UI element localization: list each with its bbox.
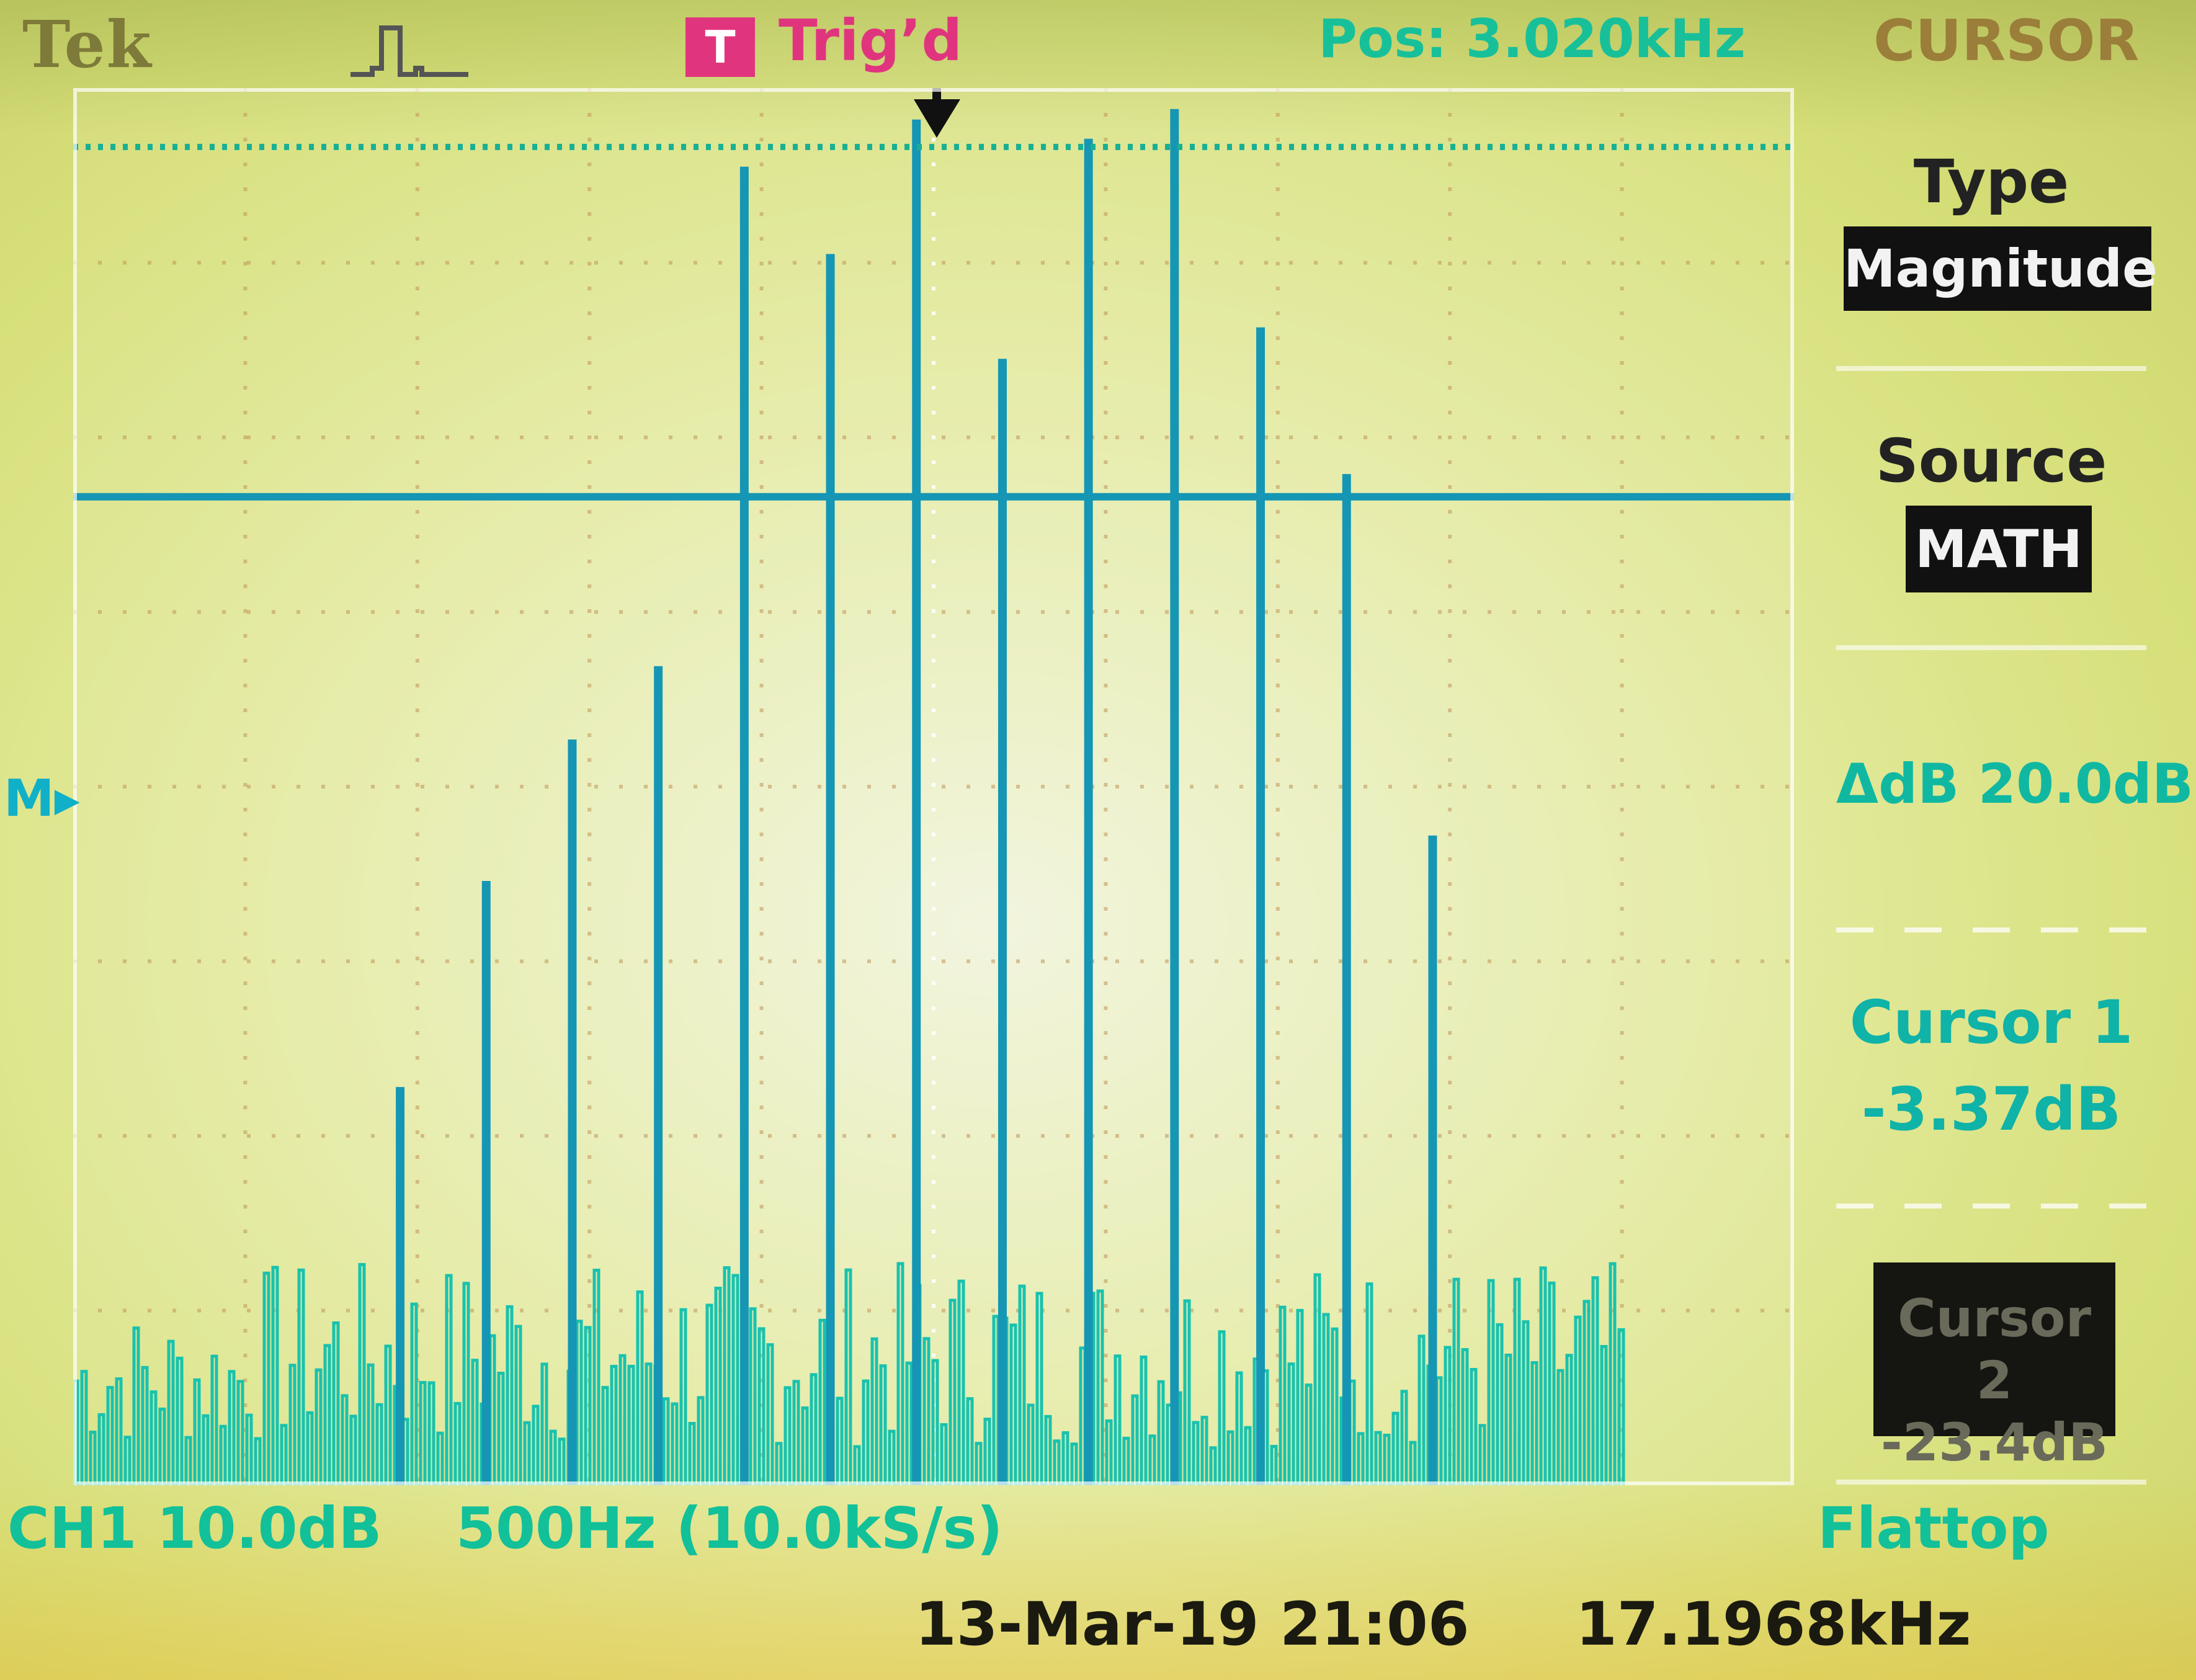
spectrum-peak: [1170, 109, 1179, 1485]
spectrum-peak: [654, 666, 663, 1485]
cursor1-label[interactable]: Cursor 1: [1849, 988, 2133, 1057]
trigger-badge: T: [685, 17, 755, 77]
cursor2-button[interactable]: Cursor 2 -23.4dB: [1873, 1262, 2115, 1473]
cursor2-label: Cursor 2: [1897, 1288, 2091, 1411]
trigger-edge-icon: [350, 25, 468, 77]
source-value-button[interactable]: MATH: [1906, 506, 2092, 592]
spectrum-peak: [1428, 835, 1437, 1485]
timebase-readout: 500Hz (10.0kS/s): [456, 1495, 1003, 1562]
menu-divider: [1836, 1204, 2146, 1209]
source-label: Source: [1875, 426, 2107, 496]
spectrum-peak: [1256, 327, 1265, 1485]
channel-scale: CH1 10.0dB: [7, 1495, 382, 1562]
menu-divider: [1836, 366, 2146, 371]
trigger-status: Trig’d: [779, 7, 963, 74]
spectrum-display: [73, 88, 1794, 1485]
date-time: 13-Mar-19 21:06: [915, 1589, 1470, 1659]
cursor1-value: -3.37dB: [1861, 1075, 2122, 1144]
brand-logo: Tek: [22, 6, 153, 83]
spectrum-peak: [1084, 138, 1093, 1485]
cursor2-value: -23.4dB: [1880, 1412, 2109, 1473]
spectrum-peaks: [396, 109, 1437, 1485]
type-label: Type: [1913, 147, 2069, 217]
position-readout: Pos: 3.020kHz: [1318, 8, 1746, 70]
math-ground-marker: M▸: [4, 769, 80, 828]
menu-divider: [1836, 645, 2146, 650]
graticule-border: [73, 88, 1794, 1485]
menu-divider: [1836, 927, 2146, 932]
trigger-frequency: 17.1968kHz: [1576, 1589, 1971, 1659]
delta-db-readout: ΔdB 20.0dB: [1836, 752, 2194, 816]
graticule-grid: [73, 88, 1794, 1485]
spectrum-peak: [396, 1087, 405, 1485]
spectrum-peak: [826, 254, 835, 1485]
noise-floor: [73, 1262, 1625, 1485]
menu-title: CURSOR: [1873, 7, 2140, 74]
window-function: Flattop: [1818, 1495, 2050, 1562]
spectrum-peak: [1342, 474, 1351, 1485]
spectrum-peak: [912, 119, 921, 1485]
type-value-button[interactable]: Magnitude: [1844, 226, 2158, 311]
spectrum-peak: [568, 739, 577, 1485]
noise-trace: [73, 1262, 1625, 1485]
spectrum-peak: [481, 881, 491, 1485]
trigger-position-arrow: [914, 99, 960, 138]
spectrum-peak: [998, 359, 1007, 1485]
menu-divider: [1836, 1480, 2146, 1485]
